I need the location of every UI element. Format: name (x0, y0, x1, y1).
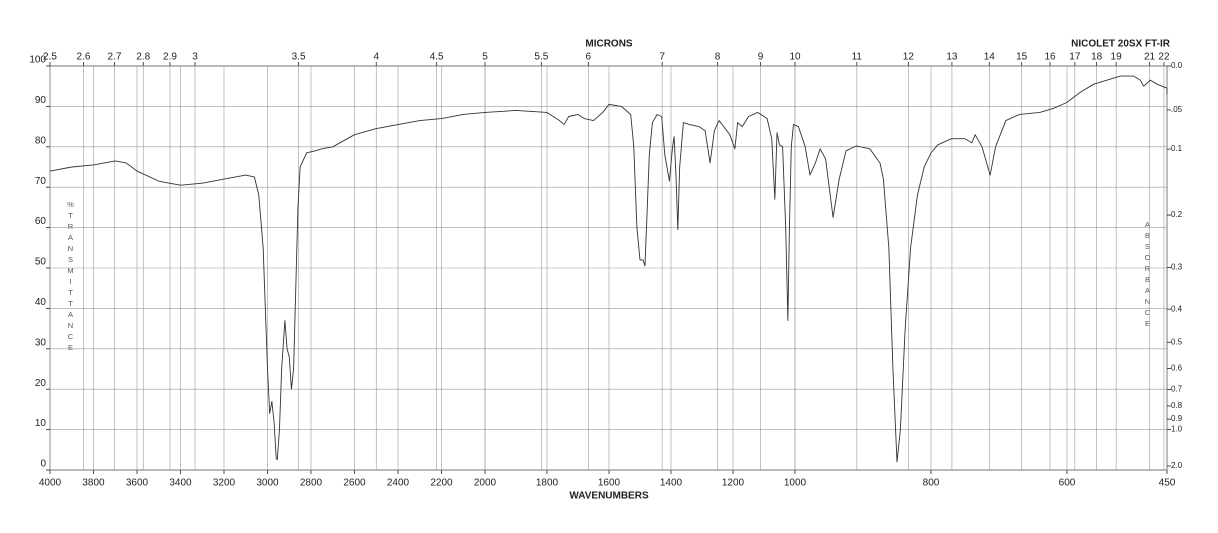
spectrum-line (49, 75, 1168, 463)
x-tick-label: 600 (1059, 478, 1076, 489)
x2-tick-label: 6 (586, 52, 592, 63)
y-tick-label: 0 (40, 459, 46, 470)
x-tick-label: 2800 (300, 478, 323, 489)
x2-tick-label: 16 (1044, 52, 1056, 63)
x2-tick-label: 2.8 (136, 52, 150, 63)
y2-tick-label: 0.0 (1171, 61, 1183, 70)
x-tick-label: 450 (1159, 478, 1176, 489)
x-axis-label: WAVENUMBERS (569, 491, 649, 502)
y-tick-label: 40 (35, 297, 47, 308)
x-tick-label: 3200 (213, 478, 236, 489)
x-tick-label: 1200 (722, 478, 745, 489)
x-tick-label: 3800 (82, 478, 105, 489)
x-tick-label: 2200 (430, 478, 453, 489)
x2-tick-label: 13 (946, 52, 958, 63)
x2-tick-label: 17 (1069, 52, 1081, 63)
y2-tick-label: 0.7 (1171, 385, 1183, 394)
x2-tick-label: 3.5 (292, 52, 306, 63)
y-tick-label: 60 (35, 216, 47, 227)
x-tick-label: 800 (923, 478, 940, 489)
y-tick-label: 20 (35, 378, 47, 389)
x2-tick-label: 2.6 (77, 52, 91, 63)
y2-tick-label: 0.5 (1171, 337, 1183, 346)
x-tick-label: 3600 (126, 478, 149, 489)
y-tick-label: 90 (35, 95, 47, 106)
x2-tick-label: 22 (1158, 52, 1170, 63)
x2-tick-label: 5 (482, 52, 488, 63)
y-tick-label: 100 (29, 55, 46, 66)
x2-tick-label: 14 (984, 52, 996, 63)
y2-tick-label: 0.9 (1171, 414, 1183, 423)
x2-tick-label: 9 (758, 52, 764, 63)
y-tick-label: 50 (35, 257, 47, 268)
x-tick-label: 2400 (387, 478, 410, 489)
x-tick-label: 1400 (660, 478, 683, 489)
x2-axis-label: MICRONS (585, 39, 633, 50)
x2-tick-label: 8 (715, 52, 721, 63)
x2-tick-label: 18 (1091, 52, 1103, 63)
x2-tick-label: 5.5 (534, 52, 548, 63)
x2-tick-label: 2.9 (163, 52, 177, 63)
y2-tick-label: 0.6 (1171, 364, 1183, 373)
x-tick-label: 3000 (256, 478, 279, 489)
y-tick-label: 30 (35, 337, 47, 348)
y2-tick-label: .05 (1171, 105, 1183, 114)
x2-tick-label: 15 (1016, 52, 1028, 63)
x2-tick-label: 3 (192, 52, 198, 63)
x2-tick-label: 2.5 (43, 52, 57, 63)
y-tick-label: 80 (35, 135, 47, 146)
x-tick-label: 4000 (39, 478, 62, 489)
y2-tick-label: 0.1 (1171, 144, 1183, 153)
x2-tick-label: 21 (1144, 52, 1156, 63)
x2-tick-label: 19 (1111, 52, 1123, 63)
x-tick-label: 2000 (474, 478, 497, 489)
chart-title: NICOLET 20SX FT-IR (1071, 39, 1171, 50)
y-tick-label: 10 (35, 418, 47, 429)
y-tick-label: 70 (35, 176, 47, 187)
y2-tick-label: 0.4 (1171, 304, 1183, 313)
x2-tick-label: 12 (903, 52, 915, 63)
x-tick-label: 1800 (536, 478, 559, 489)
x2-tick-label: 7 (659, 52, 665, 63)
x2-tick-label: 4 (373, 52, 379, 63)
x2-tick-label: 11 (852, 52, 863, 63)
y-axis-label: %TRANSMITTANCE (66, 200, 75, 354)
x-tick-label: 3400 (169, 478, 192, 489)
y2-tick-label: 0.8 (1171, 401, 1183, 410)
x-tick-label: 1600 (598, 478, 621, 489)
x2-tick-label: 4.5 (430, 52, 444, 63)
y2-axis-label: ABSORBANCE (1143, 220, 1152, 330)
x-tick-label: 1000 (784, 478, 807, 489)
x-tick-label: 2600 (343, 478, 366, 489)
y2-tick-label: 2.0 (1171, 461, 1183, 470)
y2-tick-label: 0.3 (1171, 263, 1183, 272)
y2-tick-label: 0.2 (1171, 210, 1183, 219)
x2-tick-label: 10 (789, 52, 801, 63)
y2-tick-label: 1.0 (1171, 425, 1183, 434)
x2-tick-label: 2.7 (107, 52, 121, 63)
